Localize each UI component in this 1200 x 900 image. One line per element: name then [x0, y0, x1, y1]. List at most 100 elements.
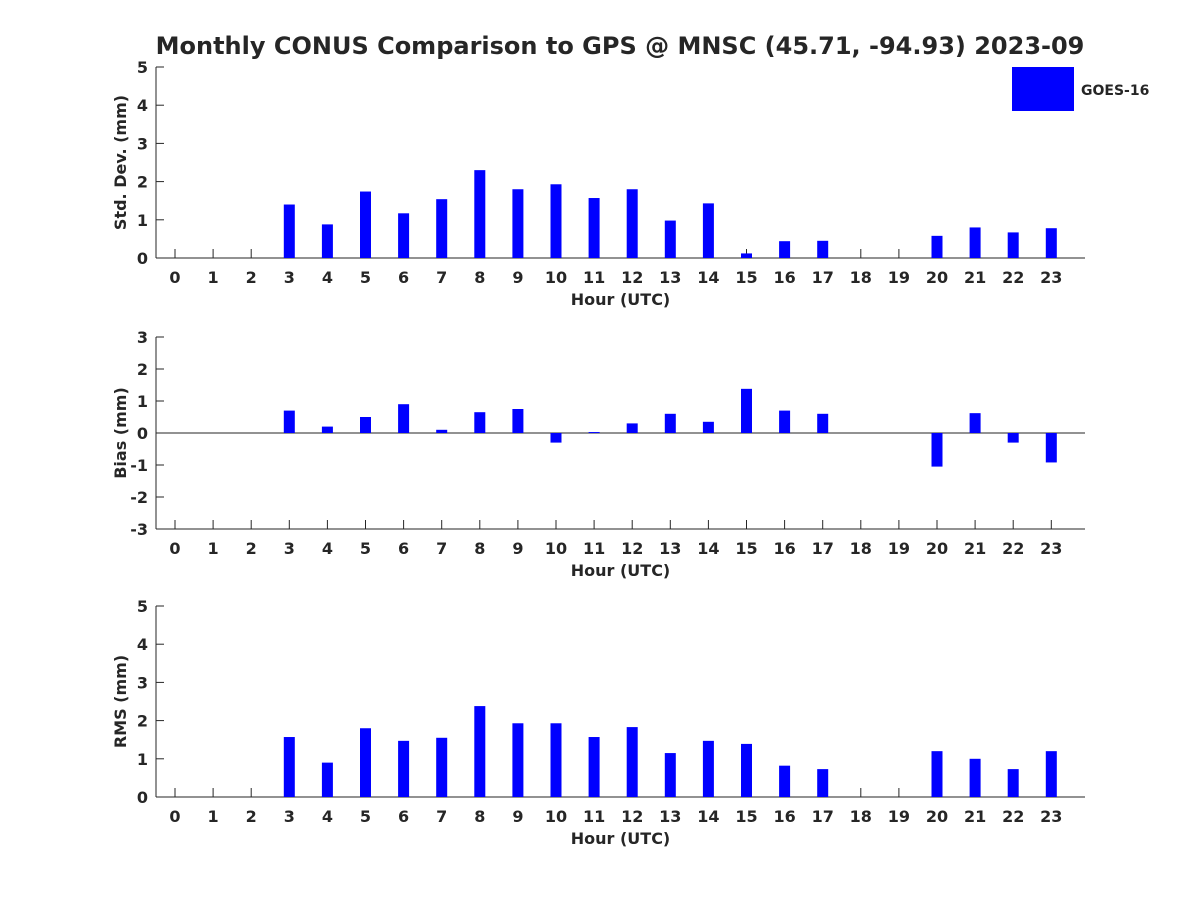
rms-bar [626, 727, 638, 797]
bias-bar [512, 409, 524, 433]
bias-x-tick-label: 21 [964, 539, 986, 558]
rms-bar [1007, 769, 1019, 797]
bias-x-tick-label: 19 [888, 539, 910, 558]
rms-x-tick-label: 18 [850, 807, 872, 826]
rms-bar [1045, 751, 1057, 797]
bias-x-tick-label: 4 [322, 539, 333, 558]
rms-bar [436, 737, 448, 797]
bias-x-tick-label: 6 [398, 539, 409, 558]
rms-x-tick-label: 12 [621, 807, 643, 826]
rms-bar [741, 743, 752, 797]
std-dev-y-tick-label: 3 [137, 134, 148, 153]
std-dev-x-tick-label: 7 [436, 268, 447, 287]
bias-x-tick-label: 10 [545, 539, 567, 558]
std-dev-x-tick-label: 11 [583, 268, 605, 287]
std-dev-bar [588, 198, 600, 258]
rms-x-tick-label: 16 [773, 807, 795, 826]
rms-y-tick-label: 1 [137, 750, 148, 769]
bias-y-tick-label: -3 [130, 520, 148, 539]
std-dev-x-tick-label: 0 [169, 268, 180, 287]
bias-bar [283, 410, 295, 433]
std-dev-x-tick-label: 1 [208, 268, 219, 287]
std-dev-bar [1045, 228, 1057, 258]
rms-y-tick-label: 5 [137, 597, 148, 616]
std-dev-bar [474, 170, 486, 258]
rms-y-label: RMS (mm) [111, 655, 130, 748]
rms-x-tick-label: 13 [659, 807, 681, 826]
rms-bar [702, 740, 714, 797]
bias-bar [741, 388, 752, 433]
std-dev-x-tick-label: 5 [360, 268, 371, 287]
bias-y-tick-label: -1 [130, 456, 148, 475]
bias-x-tick-label: 9 [512, 539, 523, 558]
bias-y-tick-label: 3 [137, 328, 148, 347]
rms-bar [474, 706, 486, 797]
std-dev-x-tick-label: 12 [621, 268, 643, 287]
rms-x-label: Hour (UTC) [571, 829, 671, 848]
std-dev-x-tick-label: 14 [697, 268, 719, 287]
bias-x-tick-label: 8 [474, 539, 485, 558]
bias-y-tick-label: 0 [137, 424, 148, 443]
bias-bar [702, 421, 714, 433]
bias-x-tick-label: 22 [1002, 539, 1024, 558]
std-dev-x-tick-label: 22 [1002, 268, 1024, 287]
rms-x-tick-label: 15 [735, 807, 757, 826]
std-dev-bar [512, 189, 524, 258]
rms-bar [550, 723, 562, 797]
bias-bar [550, 433, 562, 443]
std-dev-y-tick-label: 1 [137, 211, 148, 230]
std-dev-bar [741, 253, 752, 258]
legend-swatch [1012, 67, 1074, 111]
rms-x-tick-label: 21 [964, 807, 986, 826]
bias-x-tick-label: 20 [926, 539, 948, 558]
std-dev-x-tick-label: 4 [322, 268, 333, 287]
rms-y-tick-label: 2 [137, 712, 148, 731]
std-dev-bar [1007, 232, 1019, 258]
bias-bar [321, 426, 333, 433]
rms-bar [664, 753, 676, 797]
bias-bar [931, 433, 943, 467]
std-dev-bar [321, 224, 333, 258]
std-dev-bar [283, 204, 295, 258]
std-dev-x-tick-label: 9 [512, 268, 523, 287]
rms-x-tick-label: 2 [246, 807, 257, 826]
std-dev-y-tick-label: 0 [137, 249, 148, 268]
bias-x-tick-label: 23 [1040, 539, 1062, 558]
std-dev-y-tick-label: 4 [137, 96, 148, 115]
chart-title: Monthly CONUS Comparison to GPS @ MNSC (… [156, 32, 1085, 60]
rms-x-tick-label: 3 [284, 807, 295, 826]
std-dev-y-label: Std. Dev. (mm) [111, 95, 130, 230]
rms-bar [588, 737, 600, 797]
std-dev-x-tick-label: 2 [246, 268, 257, 287]
rms-bar [321, 762, 333, 797]
rms-x-tick-label: 5 [360, 807, 371, 826]
rms-bar [360, 728, 371, 797]
std-dev-x-tick-label: 13 [659, 268, 681, 287]
std-dev-y-tick-label: 2 [137, 173, 148, 192]
rms-x-tick-label: 23 [1040, 807, 1062, 826]
bias-x-tick-label: 17 [812, 539, 834, 558]
bias-y-tick-label: 1 [137, 392, 148, 411]
bias-bar [588, 432, 600, 434]
bias-x-tick-label: 13 [659, 539, 681, 558]
bias-x-label: Hour (UTC) [571, 561, 671, 580]
std-dev-x-tick-label: 15 [735, 268, 757, 287]
rms-y-tick-label: 0 [137, 788, 148, 807]
bias-x-tick-label: 7 [436, 539, 447, 558]
bias-x-tick-label: 18 [850, 539, 872, 558]
rms-x-tick-label: 6 [398, 807, 409, 826]
bias-bar [1045, 433, 1057, 463]
std-dev-bar [779, 241, 791, 258]
std-dev-bar [931, 235, 943, 258]
rms-x-tick-label: 9 [512, 807, 523, 826]
rms-x-tick-label: 20 [926, 807, 948, 826]
legend: GOES-16 [1012, 67, 1149, 111]
bias-x-tick-label: 14 [697, 539, 719, 558]
rms-y-tick-label: 4 [137, 635, 148, 654]
rms-bar [969, 758, 981, 797]
rms-x-tick-label: 19 [888, 807, 910, 826]
bias-x-tick-label: 3 [284, 539, 295, 558]
std-dev-x-tick-label: 20 [926, 268, 948, 287]
